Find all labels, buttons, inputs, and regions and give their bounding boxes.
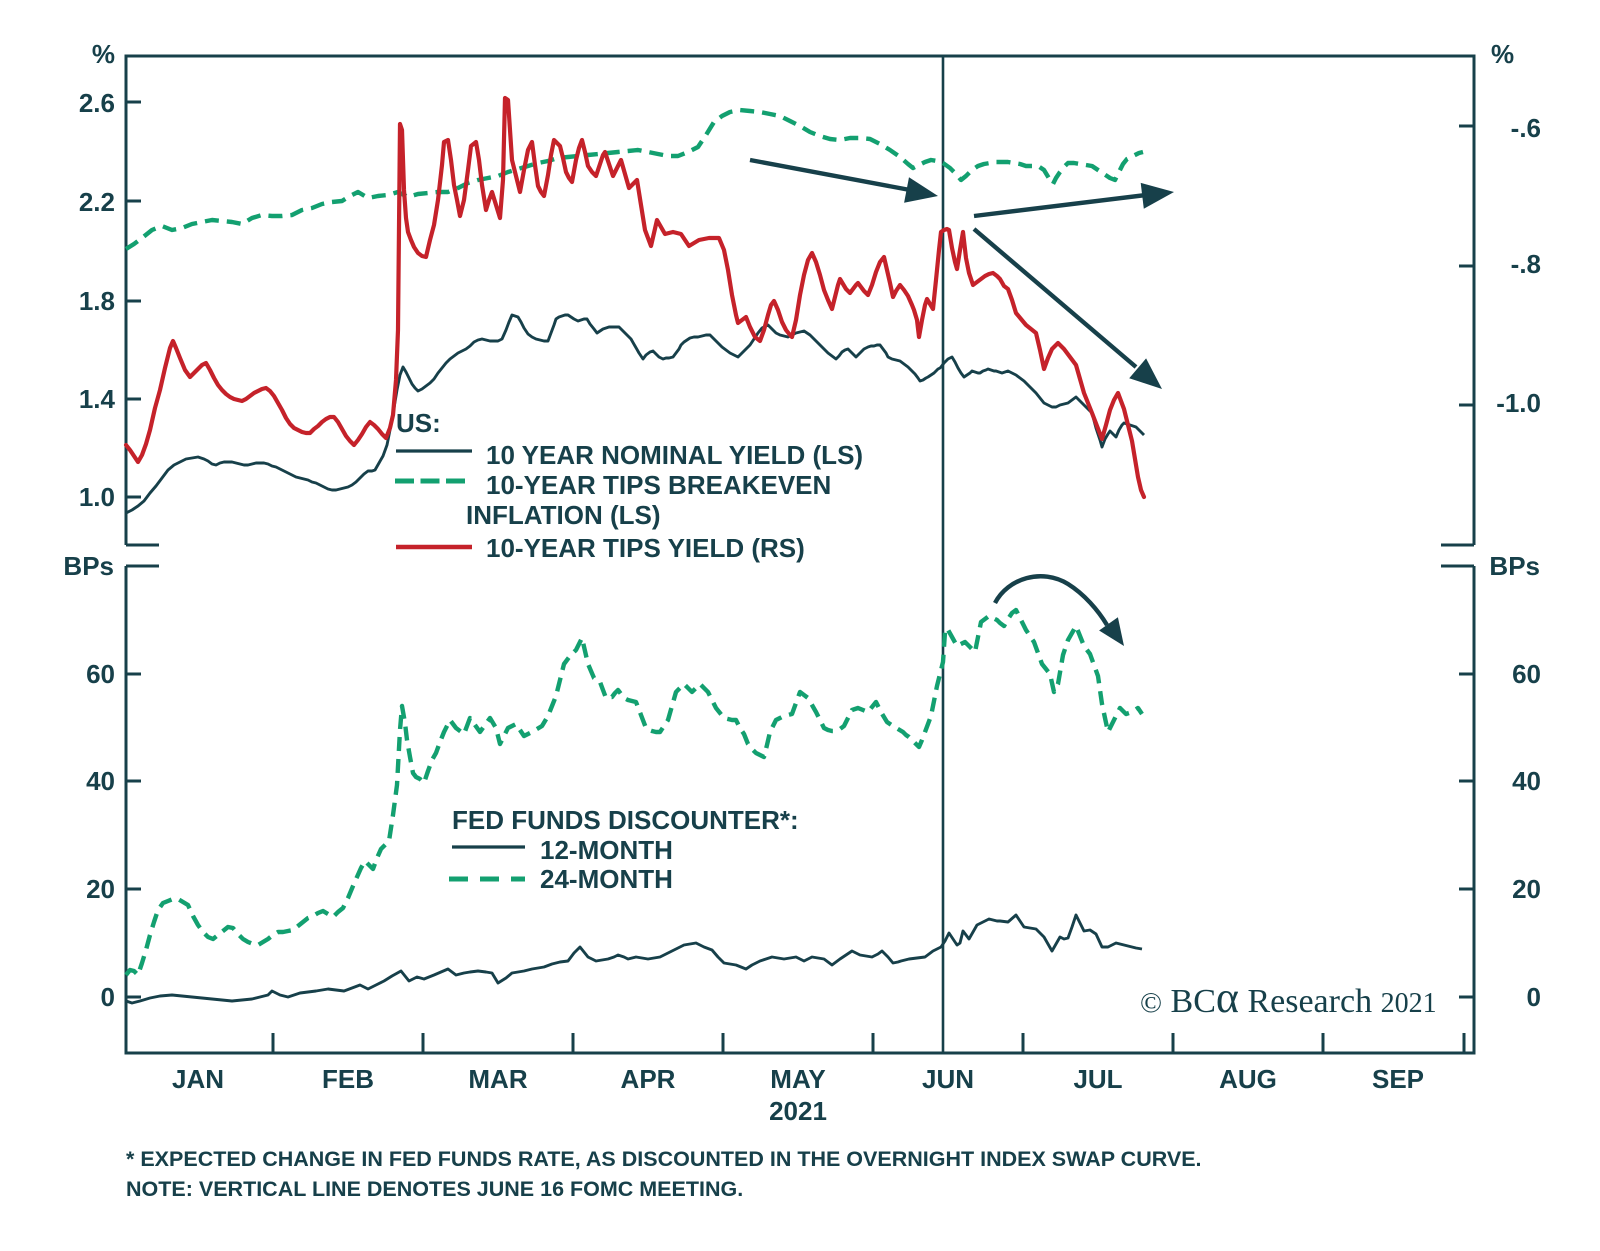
svg-text:20: 20 <box>1512 874 1541 904</box>
svg-text:%: % <box>1491 39 1514 69</box>
svg-text:1.4: 1.4 <box>79 384 116 414</box>
svg-text:FED FUNDS DISCOUNTER*:: FED FUNDS DISCOUNTER*: <box>452 805 799 835</box>
svg-text:BPs: BPs <box>1489 551 1540 581</box>
svg-text:JUL: JUL <box>1073 1064 1122 1094</box>
svg-text:JAN: JAN <box>172 1064 224 1094</box>
svg-text:12-MONTH: 12-MONTH <box>540 835 673 865</box>
svg-text:1.0: 1.0 <box>79 482 115 512</box>
svg-text:40: 40 <box>1512 766 1541 796</box>
svg-text:MAR: MAR <box>468 1064 527 1094</box>
svg-text:BPs: BPs <box>63 551 114 581</box>
svg-text:INFLATION (LS): INFLATION (LS) <box>466 500 660 530</box>
svg-text:2.6: 2.6 <box>79 88 115 118</box>
svg-text:10-YEAR TIPS BREAKEVEN: 10-YEAR TIPS BREAKEVEN <box>486 470 831 500</box>
svg-text:AUG: AUG <box>1219 1064 1277 1094</box>
svg-text:2021: 2021 <box>769 1096 827 1126</box>
svg-text:2.2: 2.2 <box>79 187 115 217</box>
svg-text:NOTE: VERTICAL LINE DENOTES JU: NOTE: VERTICAL LINE DENOTES JUNE 16 FOMC… <box>126 1177 743 1201</box>
svg-text:0: 0 <box>101 982 115 1012</box>
svg-text:20: 20 <box>86 874 115 904</box>
svg-text:-.8: -.8 <box>1511 249 1541 279</box>
svg-text:0: 0 <box>1527 982 1541 1012</box>
svg-text:JUN: JUN <box>922 1064 974 1094</box>
svg-text:* EXPECTED CHANGE IN FED FUNDS: * EXPECTED CHANGE IN FED FUNDS RATE, AS … <box>126 1147 1202 1171</box>
svg-text:US:: US: <box>396 408 441 438</box>
svg-text:10 YEAR NOMINAL YIELD (LS): 10 YEAR NOMINAL YIELD (LS) <box>486 440 863 470</box>
svg-text:APR: APR <box>621 1064 676 1094</box>
svg-text:60: 60 <box>86 659 115 689</box>
svg-text:-1.0: -1.0 <box>1496 388 1541 418</box>
svg-text:40: 40 <box>86 766 115 796</box>
svg-text:60: 60 <box>1512 659 1541 689</box>
svg-text:10-YEAR TIPS YIELD (RS): 10-YEAR TIPS YIELD (RS) <box>486 533 805 563</box>
svg-text:FEB: FEB <box>322 1064 374 1094</box>
svg-text:1.8: 1.8 <box>79 286 115 316</box>
svg-text:MAY: MAY <box>770 1064 825 1094</box>
svg-text:SEP: SEP <box>1372 1064 1424 1094</box>
svg-text:24-MONTH: 24-MONTH <box>540 864 673 894</box>
svg-text:%: % <box>92 39 115 69</box>
svg-text:-.6: -.6 <box>1511 113 1541 143</box>
